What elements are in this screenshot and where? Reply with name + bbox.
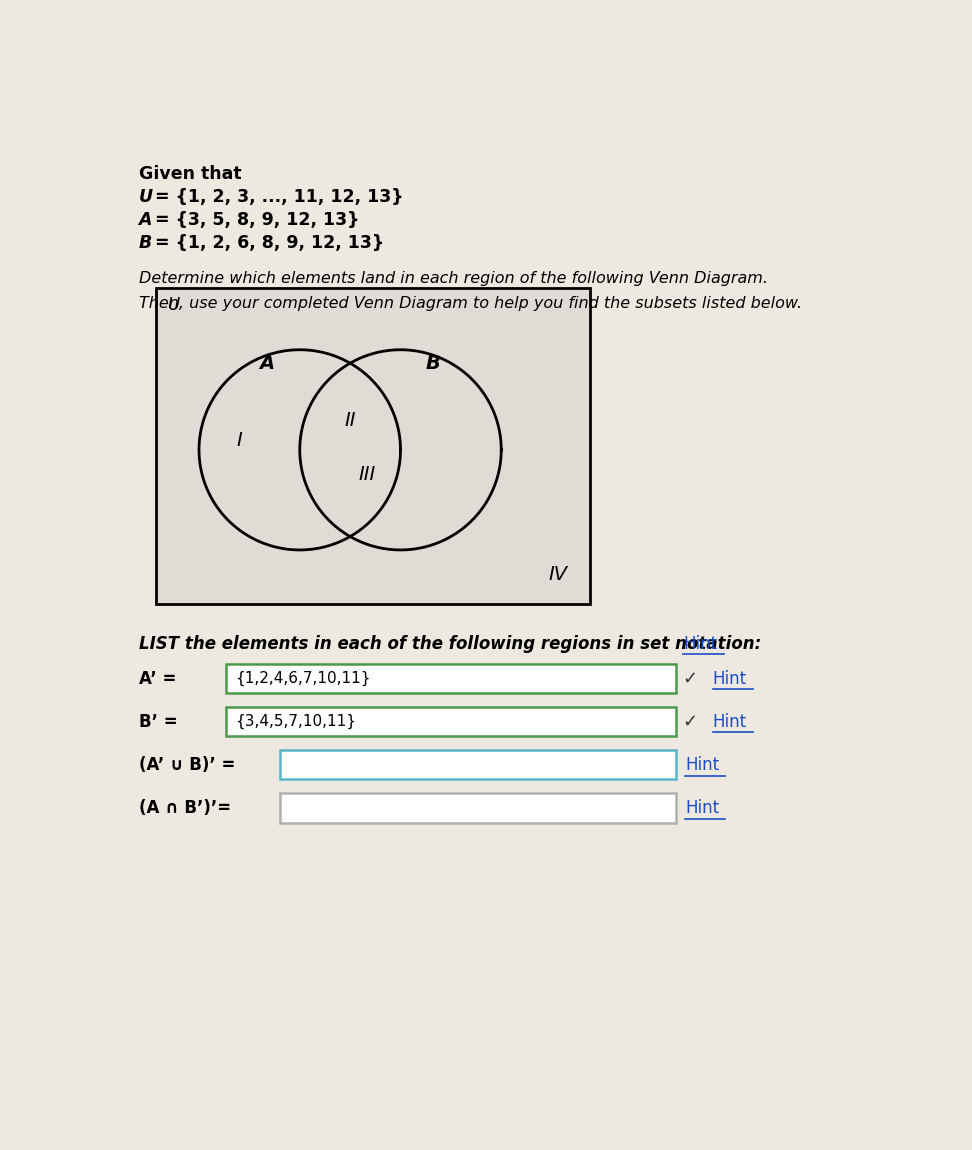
Text: LIST the elements in each of the following regions in set notation:: LIST the elements in each of the followi… xyxy=(139,635,761,653)
Bar xyxy=(280,750,676,780)
Text: A: A xyxy=(139,212,152,229)
Text: (A’ ∪ B)’ =: (A’ ∪ B)’ = xyxy=(139,756,241,774)
Text: A’ =: A’ = xyxy=(139,669,182,688)
Bar xyxy=(280,793,676,822)
Text: U: U xyxy=(139,189,153,206)
Text: ✓: ✓ xyxy=(681,713,697,730)
Text: I: I xyxy=(236,431,242,450)
Text: Hint: Hint xyxy=(683,635,717,653)
Text: = {3, 5, 8, 9, 12, 13}: = {3, 5, 8, 9, 12, 13} xyxy=(150,212,360,229)
Text: = {1, 2, 6, 8, 9, 12, 13}: = {1, 2, 6, 8, 9, 12, 13} xyxy=(150,235,385,252)
Bar xyxy=(226,664,676,693)
Text: B: B xyxy=(426,353,440,373)
Text: Then, use your completed Venn Diagram to help you find the subsets listed below.: Then, use your completed Venn Diagram to… xyxy=(139,296,802,310)
Text: Hint: Hint xyxy=(712,669,746,688)
Text: B’ =: B’ = xyxy=(139,713,183,730)
Text: Hint: Hint xyxy=(685,756,719,774)
Text: ✓: ✓ xyxy=(681,669,697,688)
Text: (A ∩ B’)’=: (A ∩ B’)’= xyxy=(139,799,236,816)
Text: {3,4,5,7,10,11}: {3,4,5,7,10,11} xyxy=(235,714,357,729)
Text: {1,2,4,6,7,10,11}: {1,2,4,6,7,10,11} xyxy=(235,670,371,687)
Text: II: II xyxy=(344,411,356,430)
Text: U: U xyxy=(167,296,180,314)
Text: B: B xyxy=(139,235,152,252)
Bar xyxy=(156,289,590,604)
Text: Given that: Given that xyxy=(139,164,241,183)
Text: = {1, 2, 3, ..., 11, 12, 13}: = {1, 2, 3, ..., 11, 12, 13} xyxy=(150,189,404,206)
Text: IV: IV xyxy=(548,565,568,584)
Bar xyxy=(226,707,676,736)
Text: Hint: Hint xyxy=(712,713,746,730)
Text: III: III xyxy=(359,465,376,484)
Text: Hint: Hint xyxy=(685,799,719,816)
Text: A: A xyxy=(260,353,275,373)
Text: Determine which elements land in each region of the following Venn Diagram.: Determine which elements land in each re… xyxy=(139,271,768,286)
